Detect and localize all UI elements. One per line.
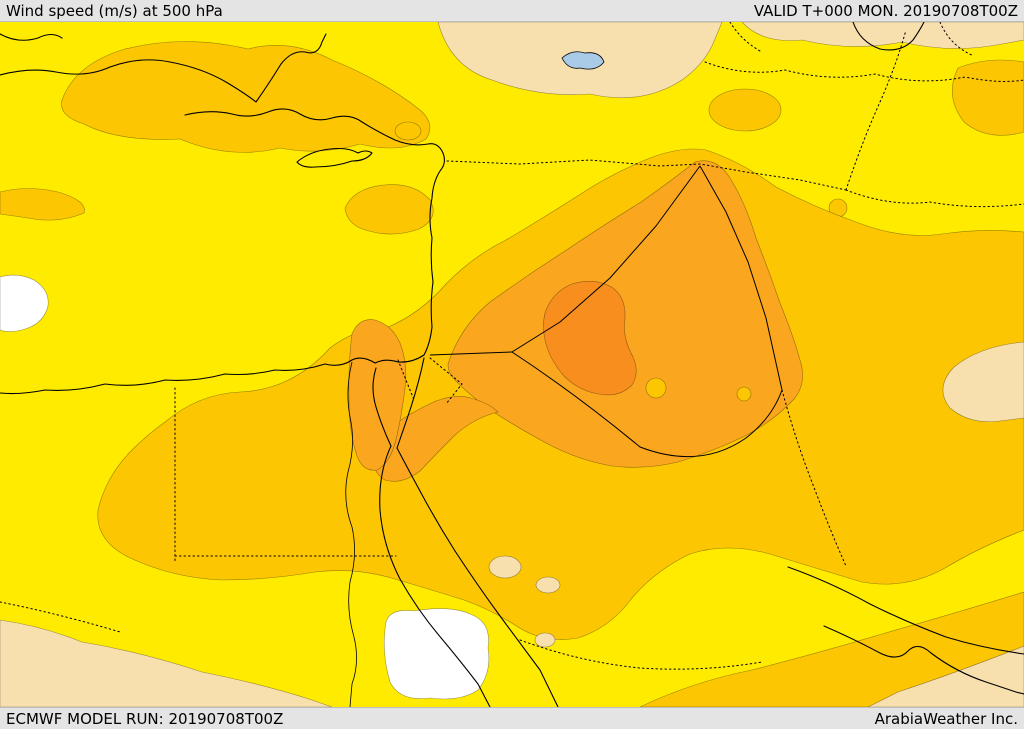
band-orange-regions	[348, 160, 803, 482]
persian-gulf-north-coast	[787, 566, 1024, 655]
attribution-label: ArabiaWeather Inc.	[874, 709, 1018, 728]
border-syria-iraq-diagonal	[511, 165, 701, 353]
border-iran-south	[781, 389, 847, 567]
caspian-sea-coast	[852, 22, 925, 51]
nile-river	[345, 361, 357, 707]
country-borders-solid	[429, 165, 783, 458]
band-white-regions	[0, 274, 490, 700]
gold-spot-small	[394, 121, 422, 141]
map-title: Wind speed (m/s) at 500 hPa	[6, 1, 223, 20]
orange-region-main	[447, 160, 803, 468]
gulf-of-aqaba-coast	[396, 357, 425, 449]
gold-spot-northeast	[708, 88, 782, 132]
footer-bar: ECMWF MODEL RUN: 20190708T00Z ArabiaWeat…	[0, 707, 1024, 729]
gold-region-right-top	[951, 59, 1024, 136]
model-run-label: ECMWF MODEL RUN: 20190708T00Z	[6, 709, 284, 728]
border-caucasus	[704, 61, 1024, 82]
cream-region-bottom-right	[867, 645, 1024, 707]
header-bar: Wind speed (m/s) at 500 hPa VALID T+000 …	[0, 0, 1024, 22]
gold-region-anatolia	[61, 41, 431, 153]
gold-spot-inside-2	[736, 386, 752, 402]
lake-region	[561, 51, 605, 70]
map-canvas	[0, 22, 1024, 707]
coastlines	[0, 22, 1024, 707]
cream-spot-3	[534, 632, 556, 648]
cream-region-right-edge	[942, 341, 1024, 422]
lake-icon	[561, 51, 605, 70]
border-iraq-iran	[699, 165, 783, 391]
deep-orange-core	[543, 280, 637, 396]
white-region-bottom-center	[383, 608, 490, 700]
band-deep-orange-core	[543, 280, 637, 396]
border-saudi-interior	[519, 639, 763, 670]
black-sea-north-coast	[0, 33, 63, 41]
cream-spot-2	[535, 576, 561, 594]
cream-spot-1	[488, 555, 522, 579]
mediterranean-levant-egypt-coast	[0, 108, 446, 395]
wind-speed-map-svg	[0, 22, 1024, 707]
country-borders-dotted	[0, 22, 1024, 670]
border-jordan-saudi-zigzag	[429, 357, 463, 405]
cream-region-bottom-left	[0, 619, 333, 707]
gulf-of-suez-coast	[372, 367, 392, 447]
gold-region-bottom-right	[639, 591, 1024, 707]
border-iran-interior	[845, 189, 1024, 208]
black-sea-coast	[0, 33, 327, 103]
gold-spots-inside-orange	[645, 377, 752, 402]
border-egypt-israel	[397, 359, 415, 401]
valid-time-label: VALID T+000 MON. 20190708T00Z	[753, 1, 1018, 20]
gold-region-cyprus-south	[344, 184, 434, 235]
border-iran-north	[845, 29, 907, 191]
border-caucasus-north-2	[939, 22, 975, 57]
persian-gulf-south-coast	[823, 625, 1024, 695]
gold-spot-inside-1	[645, 377, 667, 399]
border-iraq-saudi	[511, 351, 783, 458]
cyprus-coast	[296, 147, 373, 168]
white-region-left-edge	[0, 274, 49, 332]
border-jordan-south	[429, 351, 513, 356]
red-sea-east-coast	[396, 447, 559, 707]
rivers	[345, 361, 357, 707]
red-sea-west-coast	[379, 445, 491, 707]
border-libya-interior	[0, 601, 121, 633]
gold-region-left-edge	[0, 188, 85, 221]
